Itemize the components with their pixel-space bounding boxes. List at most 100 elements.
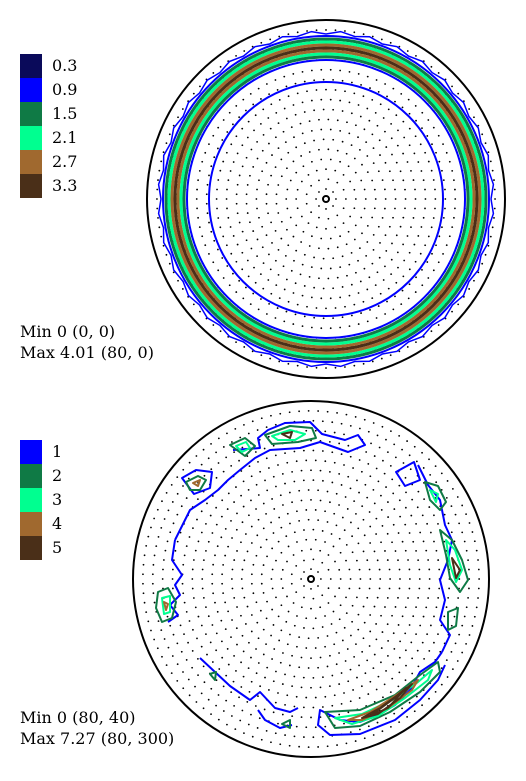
grid-dot — [240, 494, 242, 497]
grid-dot — [491, 226, 494, 229]
grid-dot — [478, 578, 481, 580]
grid-dot — [231, 568, 234, 571]
grid-dot — [226, 265, 229, 267]
grid-dot — [308, 275, 311, 278]
grid-dot — [242, 297, 245, 300]
grid-dot — [176, 476, 179, 479]
grid-dot — [191, 666, 194, 669]
grid-dot — [434, 198, 437, 200]
grid-dot — [292, 235, 295, 238]
grid-dot — [255, 672, 258, 675]
grid-dot — [362, 33, 365, 36]
legend-label: 0.9 — [52, 80, 78, 99]
grid-dot — [295, 171, 298, 174]
grid-dot — [354, 740, 357, 742]
grid-dot — [210, 687, 213, 690]
grid-dot — [315, 89, 318, 91]
grid-dot — [451, 226, 454, 229]
grid-dot — [373, 207, 376, 210]
grid-dot — [393, 443, 396, 446]
grid-dot — [270, 221, 273, 224]
grid-dot — [192, 303, 195, 306]
grid-dot — [222, 235, 225, 238]
grid-dot — [181, 582, 184, 585]
grid-dot — [298, 745, 301, 748]
grid-dot — [351, 535, 354, 538]
contour-line — [235, 441, 251, 453]
grid-dot — [202, 707, 205, 710]
grid-dot — [385, 717, 387, 720]
grid-dot — [268, 93, 270, 96]
grid-dot — [396, 144, 399, 147]
pole-boundary-2 — [132, 400, 490, 758]
grid-dot — [396, 251, 399, 254]
grid-dot — [267, 279, 270, 281]
grid-dot — [454, 188, 456, 191]
grid-dot — [357, 542, 360, 545]
grid-dot — [336, 246, 339, 249]
grid-dot — [254, 451, 257, 453]
grid-dot — [255, 508, 257, 510]
grid-dot — [301, 101, 304, 104]
grid-dot — [308, 151, 311, 153]
grid-dot — [477, 568, 480, 571]
grid-dot — [300, 215, 303, 218]
grid-dot — [333, 694, 336, 697]
grid-dot — [453, 179, 455, 182]
grid-dot — [334, 29, 337, 32]
grid-dot — [172, 124, 175, 127]
grid-dot — [319, 606, 322, 609]
grid-dot — [214, 601, 216, 604]
grid-dot — [338, 568, 341, 571]
grid-dot — [197, 179, 199, 182]
grid-dot — [211, 582, 214, 585]
grid-dot — [366, 320, 369, 323]
grid-dot — [342, 173, 345, 176]
grid-dot — [228, 284, 231, 287]
grid-dot — [192, 597, 195, 599]
grid-dot — [341, 316, 344, 319]
grid-dot — [360, 179, 363, 182]
grid-dot — [283, 320, 286, 323]
grid-dot — [442, 179, 445, 181]
grid-dot — [241, 709, 244, 712]
grid-dot — [371, 133, 374, 136]
grid-dot — [324, 695, 327, 698]
grid-dot — [371, 35, 374, 38]
grid-dot — [387, 655, 389, 657]
grid-dot — [325, 367, 327, 369]
grid-dot — [390, 430, 392, 432]
grid-dot — [275, 193, 278, 196]
grid-dot — [303, 111, 306, 113]
grid-dot — [226, 207, 228, 210]
legend-swatch — [20, 512, 42, 536]
grid-dot — [217, 179, 220, 181]
grid-dot — [254, 281, 257, 284]
grid-dot — [327, 247, 330, 250]
grid-dot — [287, 95, 290, 98]
grid-dot — [383, 207, 386, 210]
grid-dot — [197, 540, 200, 543]
grid-dot — [294, 82, 297, 85]
grid-dot — [289, 216, 292, 219]
grid-dot — [287, 545, 290, 548]
grid-dot — [381, 179, 384, 182]
grid-dot — [333, 512, 336, 515]
grid-dot — [211, 532, 214, 534]
grid-dot — [335, 524, 338, 527]
grid-dot — [386, 623, 389, 626]
grid-dot — [274, 732, 277, 735]
grid-dot — [375, 638, 378, 641]
grid-dot — [250, 656, 252, 659]
grid-dot — [338, 652, 340, 654]
grid-dot — [363, 128, 366, 131]
grid-dot — [241, 446, 244, 449]
grid-dot — [401, 289, 404, 292]
grid-dot — [165, 253, 168, 256]
grid-dot — [221, 656, 224, 659]
grid-dot — [375, 517, 378, 520]
grid-dot — [229, 226, 232, 228]
legend-swatch — [20, 150, 42, 174]
grid-dot — [321, 735, 324, 738]
grid-dot — [270, 174, 273, 177]
